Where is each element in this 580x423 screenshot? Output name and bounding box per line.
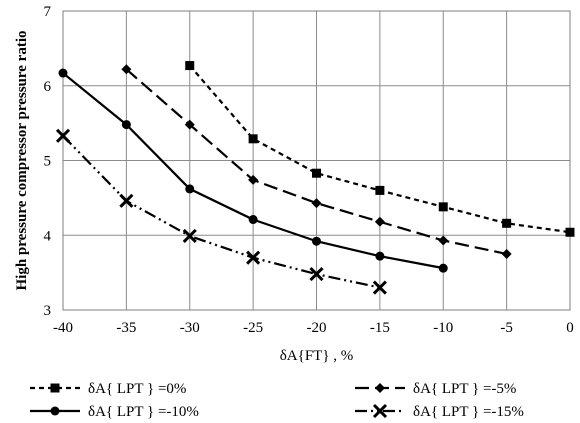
legend-marker <box>50 383 60 393</box>
data-point <box>185 184 195 194</box>
x-tick-label: -40 <box>53 320 73 336</box>
x-tick-label: -20 <box>307 320 327 336</box>
y-tick-label: 5 <box>44 154 52 170</box>
data-point <box>374 216 385 227</box>
x-axis-label: δA{FT} , % <box>280 348 354 364</box>
y-tick-label: 3 <box>44 303 52 319</box>
x-tick-label: -15 <box>370 320 390 336</box>
data-point <box>312 168 321 178</box>
x-tick-label: -35 <box>116 320 136 336</box>
legend-label: δA{ LPT } =-10% <box>88 404 199 420</box>
data-point <box>309 267 324 282</box>
data-point <box>248 134 258 144</box>
legend-marker <box>375 383 385 393</box>
data-point <box>438 202 448 212</box>
plot-frame <box>62 10 571 311</box>
x-tick-label: 0 <box>566 320 574 336</box>
data-point <box>58 68 68 78</box>
series-0 <box>185 61 575 237</box>
legend-item: δA{ LPT } =-10% <box>30 404 199 420</box>
series-2 <box>58 68 448 273</box>
legend-item: δA{ LPT } =-5% <box>355 381 516 397</box>
data-point <box>121 120 131 130</box>
data-point <box>438 263 448 273</box>
y-tick-label: 4 <box>44 228 52 244</box>
data-point <box>248 215 258 225</box>
x-tick-label: -25 <box>243 320 263 336</box>
x-tick-label: -5 <box>500 320 513 336</box>
series-line <box>62 135 381 289</box>
data-point <box>311 198 322 209</box>
data-point <box>375 185 385 195</box>
data-point <box>565 227 575 237</box>
data-point <box>375 251 385 261</box>
data-point <box>501 248 512 259</box>
legend-marker <box>372 403 388 419</box>
x-tick-label: -30 <box>180 320 200 336</box>
data-point <box>312 236 321 246</box>
data-point <box>438 235 449 246</box>
legend-item: δA{ LPT } =-15% <box>355 403 524 420</box>
data-point <box>372 280 387 295</box>
data-point <box>184 119 195 130</box>
data-point <box>185 61 195 71</box>
series-1 <box>121 64 512 259</box>
y-tick-label: 6 <box>44 79 52 95</box>
data-point <box>55 128 71 143</box>
series-3 <box>55 128 387 295</box>
data-point <box>246 250 261 265</box>
series-layer <box>55 61 575 295</box>
y-tick-labels: 3 4 5 6 7 <box>44 4 52 319</box>
legend-item: δA{ LPT } =0% <box>30 381 186 397</box>
data-point <box>248 174 259 185</box>
data-point <box>502 218 512 228</box>
legend-label: δA{ LPT } =-15% <box>413 404 524 420</box>
legend-label: δA{ LPT } =-5% <box>413 381 516 397</box>
x-tick-labels: -40 -35 -30 -25 -20 -15 -10 -5 0 <box>53 320 574 336</box>
data-point <box>119 193 134 208</box>
legend-marker <box>50 406 60 416</box>
data-point <box>182 228 197 244</box>
y-axis-label: High pressure compressor pressure ratio <box>14 31 30 291</box>
legend-label: δA{ LPT } =0% <box>88 381 186 397</box>
y-tick-label: 7 <box>44 4 52 20</box>
grid <box>62 10 571 311</box>
x-tick-label: -10 <box>433 320 453 336</box>
data-point <box>121 64 132 75</box>
legend: δA{ LPT } =0% δA{ LPT } =-5% δA{ LPT } =-1… <box>30 381 524 420</box>
